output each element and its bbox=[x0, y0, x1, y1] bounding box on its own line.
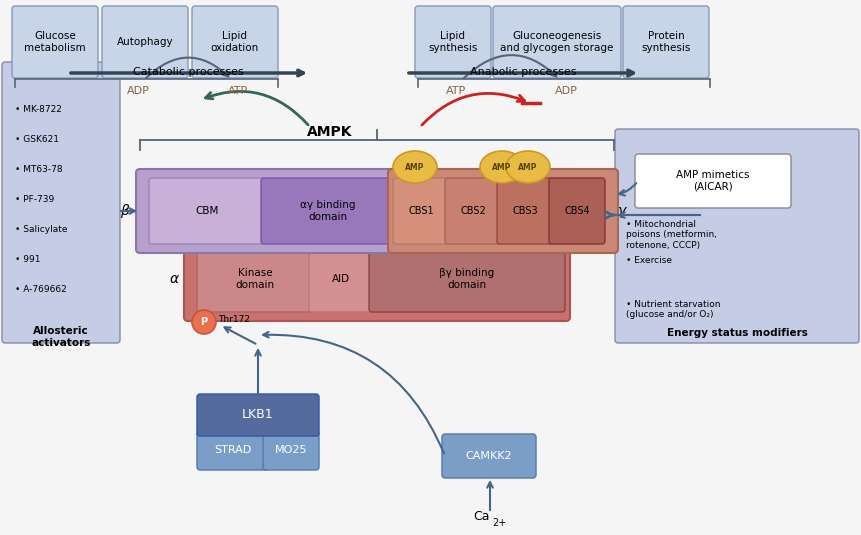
FancyBboxPatch shape bbox=[369, 246, 564, 312]
Text: βγ binding
domain: βγ binding domain bbox=[439, 268, 494, 290]
Text: • A-769662: • A-769662 bbox=[15, 286, 66, 294]
Text: Glucose
metabolism: Glucose metabolism bbox=[24, 31, 86, 53]
Text: AMP: AMP bbox=[405, 163, 424, 172]
FancyBboxPatch shape bbox=[261, 178, 394, 244]
Text: CBS1: CBS1 bbox=[408, 206, 433, 216]
Text: ADP: ADP bbox=[127, 86, 149, 96]
Ellipse shape bbox=[505, 151, 549, 183]
Text: 2+: 2+ bbox=[492, 518, 505, 528]
Text: CBS2: CBS2 bbox=[460, 206, 486, 216]
Text: CAMKK2: CAMKK2 bbox=[465, 451, 511, 461]
Text: Thr172: Thr172 bbox=[218, 316, 250, 325]
Text: CBM: CBM bbox=[195, 206, 219, 216]
FancyBboxPatch shape bbox=[197, 394, 319, 436]
FancyBboxPatch shape bbox=[12, 6, 98, 78]
Text: • Salicylate: • Salicylate bbox=[15, 225, 67, 234]
Text: AMP: AMP bbox=[492, 163, 511, 172]
Text: α: α bbox=[170, 272, 178, 286]
Text: Allosteric
activators: Allosteric activators bbox=[31, 326, 90, 348]
Text: • MK-8722: • MK-8722 bbox=[15, 105, 62, 114]
Text: AID: AID bbox=[331, 274, 350, 284]
FancyBboxPatch shape bbox=[444, 178, 500, 244]
FancyBboxPatch shape bbox=[197, 430, 269, 470]
FancyBboxPatch shape bbox=[192, 6, 278, 78]
Text: • PF-739: • PF-739 bbox=[15, 195, 54, 204]
Text: • Exercise: • Exercise bbox=[625, 256, 672, 265]
FancyBboxPatch shape bbox=[387, 169, 617, 253]
Text: AMPK: AMPK bbox=[307, 125, 352, 139]
Text: γ: γ bbox=[617, 204, 625, 218]
Text: Autophagy: Autophagy bbox=[116, 37, 173, 47]
Text: αγ binding
domain: αγ binding domain bbox=[300, 200, 356, 222]
Text: Lipid
oxidation: Lipid oxidation bbox=[211, 31, 259, 53]
Text: AMP mimetics
(AICAR): AMP mimetics (AICAR) bbox=[676, 170, 749, 192]
Text: CBS4: CBS4 bbox=[564, 206, 589, 216]
Text: • Nutrient starvation
(glucose and/or O₂): • Nutrient starvation (glucose and/or O₂… bbox=[625, 300, 720, 319]
Text: β: β bbox=[120, 204, 128, 218]
Ellipse shape bbox=[480, 151, 523, 183]
Text: Ca: Ca bbox=[473, 510, 489, 523]
Circle shape bbox=[192, 310, 216, 334]
FancyBboxPatch shape bbox=[635, 154, 790, 208]
Text: ATP: ATP bbox=[445, 86, 466, 96]
Text: Lipid
synthesis: Lipid synthesis bbox=[428, 31, 477, 53]
FancyBboxPatch shape bbox=[308, 246, 373, 312]
FancyBboxPatch shape bbox=[393, 178, 449, 244]
Text: AMP: AMP bbox=[517, 163, 537, 172]
FancyBboxPatch shape bbox=[263, 430, 319, 470]
Text: CBS3: CBS3 bbox=[511, 206, 537, 216]
FancyBboxPatch shape bbox=[497, 178, 553, 244]
FancyBboxPatch shape bbox=[2, 62, 120, 343]
Text: Anabolic processes: Anabolic processes bbox=[469, 67, 576, 77]
FancyBboxPatch shape bbox=[414, 6, 491, 78]
FancyBboxPatch shape bbox=[614, 129, 858, 343]
FancyBboxPatch shape bbox=[548, 178, 604, 244]
FancyBboxPatch shape bbox=[149, 178, 264, 244]
FancyBboxPatch shape bbox=[102, 6, 188, 78]
FancyBboxPatch shape bbox=[197, 246, 313, 312]
Text: Gluconeogenesis
and glycogen storage: Gluconeogenesis and glycogen storage bbox=[499, 31, 613, 53]
Text: STRAD: STRAD bbox=[214, 445, 251, 455]
FancyBboxPatch shape bbox=[183, 237, 569, 321]
Text: Kinase
domain: Kinase domain bbox=[235, 268, 275, 290]
Text: Protein
synthesis: Protein synthesis bbox=[641, 31, 690, 53]
FancyBboxPatch shape bbox=[136, 169, 575, 253]
Text: • 991: • 991 bbox=[15, 256, 40, 264]
FancyBboxPatch shape bbox=[442, 434, 536, 478]
Text: MO25: MO25 bbox=[275, 445, 307, 455]
Text: ATP: ATP bbox=[227, 86, 248, 96]
Text: • Mitochondrial
poisons (metformin,
rotenone, CCCP): • Mitochondrial poisons (metformin, rote… bbox=[625, 220, 716, 250]
Text: ADP: ADP bbox=[554, 86, 577, 96]
Text: Catabolic processes: Catabolic processes bbox=[133, 67, 243, 77]
Text: LKB1: LKB1 bbox=[242, 409, 274, 422]
Text: • MT63-78: • MT63-78 bbox=[15, 165, 63, 174]
Text: P: P bbox=[201, 317, 208, 327]
FancyBboxPatch shape bbox=[623, 6, 709, 78]
Text: • GSK621: • GSK621 bbox=[15, 135, 59, 144]
FancyBboxPatch shape bbox=[492, 6, 620, 78]
Ellipse shape bbox=[393, 151, 437, 183]
Text: Energy status modifiers: Energy status modifiers bbox=[666, 328, 807, 338]
